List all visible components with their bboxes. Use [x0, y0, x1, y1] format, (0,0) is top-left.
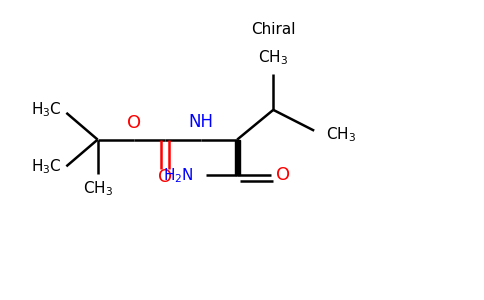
Text: CH$_3$: CH$_3$ [326, 126, 356, 145]
Text: H$_3$C: H$_3$C [31, 157, 61, 176]
Text: CH$_3$: CH$_3$ [258, 48, 288, 67]
Text: CH$_3$: CH$_3$ [83, 180, 113, 198]
Text: Chiral: Chiral [251, 22, 296, 37]
Text: O: O [158, 168, 172, 186]
Text: O: O [127, 114, 141, 132]
Text: NH: NH [189, 113, 213, 131]
Text: O: O [276, 166, 290, 184]
Text: H$_3$C: H$_3$C [31, 100, 61, 119]
Polygon shape [235, 140, 240, 175]
Text: H$_2$N: H$_2$N [163, 166, 194, 184]
